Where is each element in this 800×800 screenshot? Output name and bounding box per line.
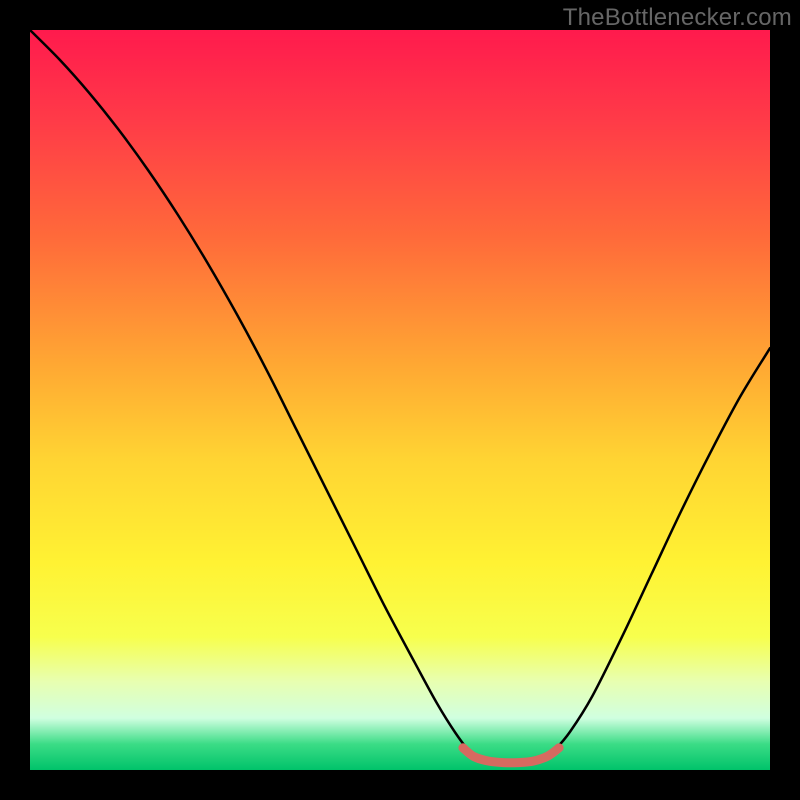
watermark-text: TheBottlenecker.com [563,4,792,32]
gradient-background [30,30,770,770]
chart-frame: TheBottlenecker.com [0,0,800,800]
bottleneck-chart [0,0,800,800]
